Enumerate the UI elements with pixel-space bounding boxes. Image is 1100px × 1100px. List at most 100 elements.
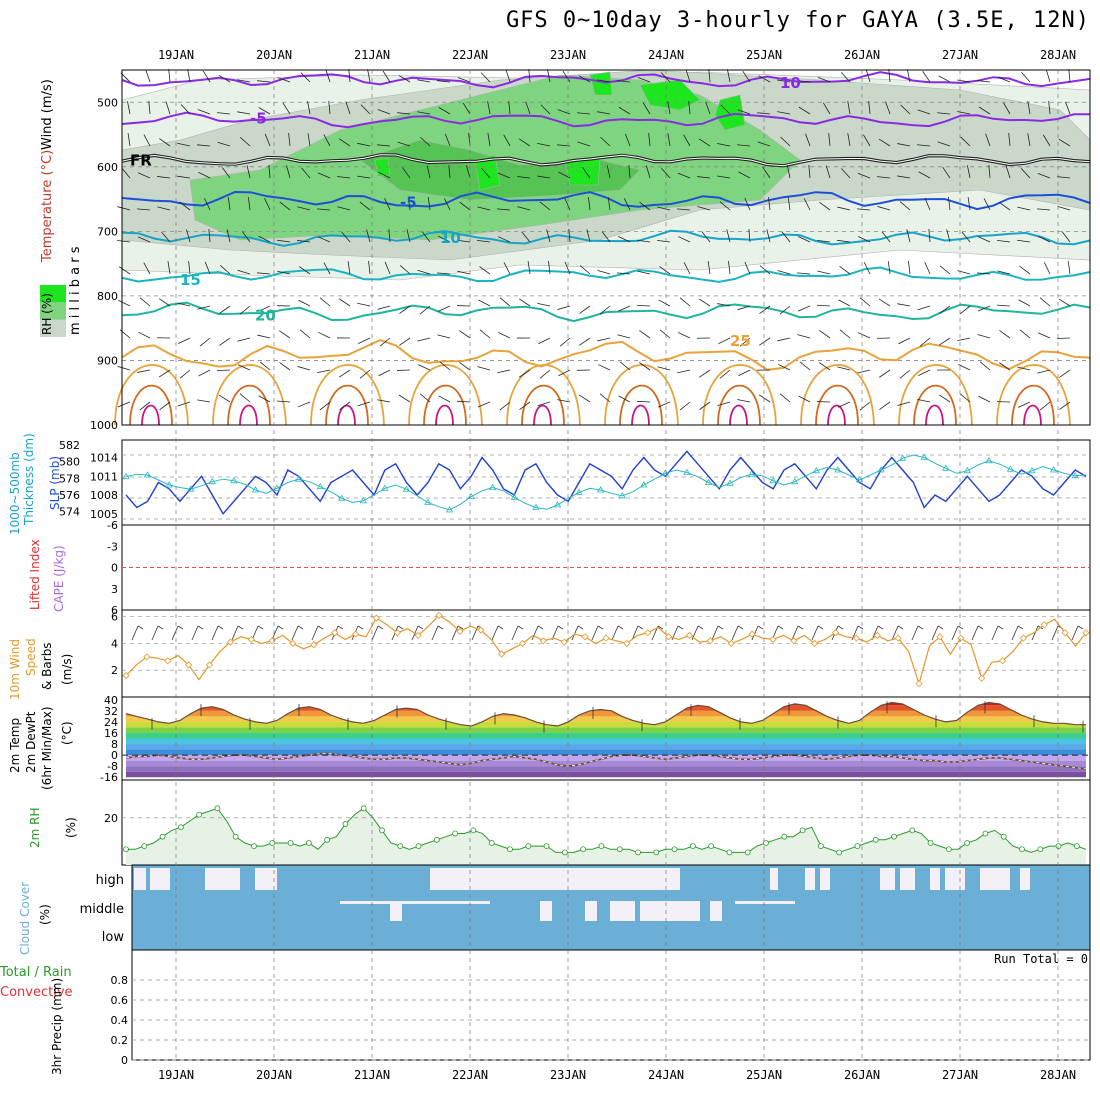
surface-wind-barb-flag xyxy=(557,625,564,630)
rh-marker xyxy=(689,843,696,850)
wind-barb xyxy=(444,198,451,211)
wind-barb xyxy=(258,305,271,312)
surface-wind-barb xyxy=(731,625,739,641)
thickness-marker xyxy=(359,497,368,504)
wind-barb xyxy=(779,393,791,403)
wind-barb xyxy=(1019,265,1031,275)
surface-wind-barb xyxy=(951,625,959,641)
cloud-high-cell xyxy=(430,868,442,890)
wind-barb xyxy=(277,77,291,83)
wind-barb xyxy=(719,369,731,379)
wind-speed-marker xyxy=(665,633,673,641)
wind-barb xyxy=(359,201,371,211)
wind-barb xyxy=(906,69,911,83)
warm-cell-mid xyxy=(129,384,173,426)
wind-barb xyxy=(117,206,131,211)
wind-barb xyxy=(382,70,391,83)
surface-wind-barb xyxy=(551,625,559,641)
rh-marker xyxy=(854,843,861,850)
surface-wind-barb xyxy=(751,625,759,641)
wind-barb xyxy=(967,197,971,211)
wind-barb xyxy=(398,75,411,83)
wind-barb xyxy=(847,133,851,147)
wind-barb xyxy=(983,198,991,211)
wind-barb xyxy=(277,270,291,275)
wind-barb xyxy=(917,109,931,115)
isotherm-line xyxy=(121,190,1091,211)
wind-barb xyxy=(279,201,291,211)
wind-barb xyxy=(264,198,271,211)
wind-barb xyxy=(477,366,491,371)
rh-marker xyxy=(1073,843,1080,850)
wind-barb xyxy=(659,266,671,275)
wind-barb xyxy=(417,364,431,371)
wind-barb xyxy=(637,270,651,275)
wind-barb xyxy=(518,298,531,307)
wind-barb xyxy=(457,270,471,275)
rh-marker xyxy=(141,843,148,850)
surface-wind-barb xyxy=(631,625,639,641)
wind-barb xyxy=(328,101,331,115)
wind-speed-marker xyxy=(477,626,485,634)
wind-barb xyxy=(167,261,171,275)
wind-barb xyxy=(437,305,451,312)
temp-band xyxy=(126,771,1086,778)
wind-barb xyxy=(699,401,711,410)
wind-barb xyxy=(139,401,151,411)
wind-barb xyxy=(444,133,451,147)
wind-barb xyxy=(959,305,971,315)
precip-frame xyxy=(131,949,1091,1061)
wind-barb xyxy=(637,77,651,83)
rh-marker xyxy=(945,846,952,853)
wind-barb xyxy=(917,398,931,403)
rh-marker xyxy=(964,840,971,846)
thickness-tick: 582 xyxy=(59,439,80,452)
wind-barb xyxy=(780,136,791,147)
wind-speed-marker xyxy=(685,631,694,639)
cloud-mid-cell xyxy=(690,901,700,921)
wind-barb xyxy=(204,261,211,275)
surface-wind-barb-flag xyxy=(357,625,364,630)
rh-marker xyxy=(1000,833,1007,840)
chart-title: GFS 0~10day 3-hourly for GAYA (3.5E, 12N… xyxy=(505,8,1090,33)
wind-barb xyxy=(1008,133,1011,147)
date-label-top-21JAN: 21JAN xyxy=(353,48,391,62)
wind-barb xyxy=(325,69,331,83)
stability-tick: 0 xyxy=(111,562,118,575)
warm-cell-outer xyxy=(114,364,189,426)
wind-barb xyxy=(781,231,791,243)
wind-barb xyxy=(717,401,731,407)
warm-cell-mid xyxy=(325,384,369,426)
wind-barb xyxy=(797,334,811,339)
temp-tick: -8 xyxy=(107,760,118,773)
surface-wind-barb xyxy=(291,625,299,641)
isotherm-line xyxy=(121,301,1091,323)
wind-barb xyxy=(525,101,531,115)
wind-barb xyxy=(1059,401,1071,410)
wind-barb xyxy=(257,334,271,339)
wind-frame xyxy=(121,609,1091,698)
wind-barb xyxy=(657,239,671,243)
temp-line xyxy=(125,701,1086,727)
wind-barb xyxy=(497,208,511,211)
wind-barb xyxy=(588,197,591,211)
cloud-mid-cell xyxy=(735,901,795,904)
date-label-bottom-25JAN: 25JAN xyxy=(745,1068,783,1082)
rh-marker xyxy=(616,846,623,853)
wind-barb xyxy=(948,197,951,211)
cloud-high-cell xyxy=(205,868,217,890)
wind-barb xyxy=(919,337,931,347)
wind-speed-marker xyxy=(435,611,443,619)
wind-barb xyxy=(657,366,671,371)
label-precip-total: Total / Rain xyxy=(0,965,72,980)
date-label-top-25JAN: 25JAN xyxy=(745,48,783,62)
wind-barb xyxy=(437,334,451,339)
wind-barb xyxy=(1067,261,1071,275)
wind-barb xyxy=(537,303,551,307)
surface-wind-barb-flag xyxy=(817,625,824,630)
wind-barb xyxy=(726,229,731,243)
wind-barb xyxy=(737,109,751,115)
label-lifted-index: Lifted Index xyxy=(28,539,42,610)
wind-barb xyxy=(683,262,691,275)
label-temp-units: (°C) xyxy=(60,721,74,745)
